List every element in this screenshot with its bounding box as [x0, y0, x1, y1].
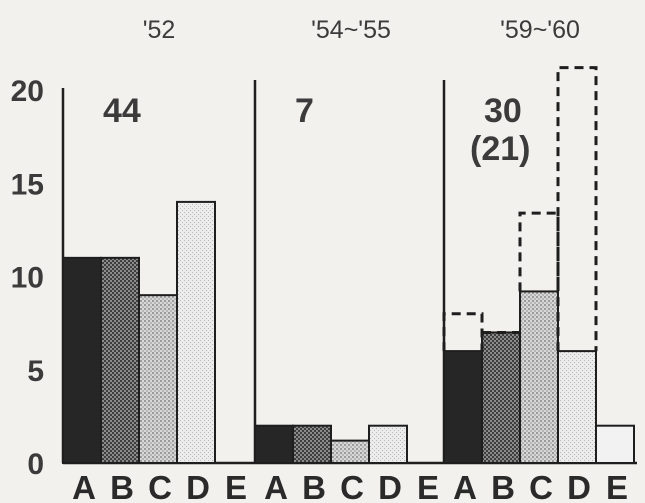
dashed-bar-outline: [556, 66, 598, 352]
y-tick-label: 20: [11, 75, 44, 108]
category-label: B: [302, 469, 326, 503]
category-label: A: [453, 469, 477, 503]
bar: [519, 290, 559, 465]
category-label: E: [606, 469, 628, 503]
category-label: E: [225, 469, 247, 503]
category-label: E: [417, 469, 439, 503]
bar: [138, 294, 178, 464]
bar: [595, 424, 635, 465]
y-tick-label: 5: [27, 355, 44, 388]
count-label: 44: [103, 92, 141, 130]
bars: [62, 200, 635, 465]
bar: [176, 200, 216, 464]
category-label: B: [491, 469, 515, 503]
bar: [557, 350, 597, 465]
dashed-bar-outline: [518, 211, 560, 292]
category-label: C: [148, 469, 172, 503]
period-label: '59~'60: [500, 16, 580, 44]
bar: [330, 439, 370, 464]
count-note-label: (21): [470, 130, 530, 168]
y-tick-label: 10: [11, 262, 44, 295]
bar: [443, 350, 483, 465]
category-label: D: [567, 469, 591, 503]
dashed-bar-outline: [442, 312, 484, 352]
y-tick-label: 15: [11, 168, 44, 201]
category-label: B: [110, 469, 134, 503]
y-tick-label: 0: [27, 448, 44, 481]
period-label: '52: [143, 16, 176, 44]
category-label: C: [529, 469, 553, 503]
bar: [481, 331, 521, 465]
period-label: '54~'55: [311, 16, 391, 44]
category-label: C: [340, 469, 364, 503]
count-label: 7: [295, 92, 314, 130]
category-label: D: [378, 469, 402, 503]
bar: [254, 424, 294, 465]
bar: [292, 424, 332, 465]
bar: [100, 256, 140, 464]
count-label: 30: [484, 92, 522, 130]
bar: [62, 256, 102, 464]
bar: [368, 424, 408, 465]
category-label: D: [186, 469, 210, 503]
category-label: A: [264, 469, 288, 503]
category-label: A: [72, 469, 96, 503]
dashed-outlines: [442, 66, 598, 352]
